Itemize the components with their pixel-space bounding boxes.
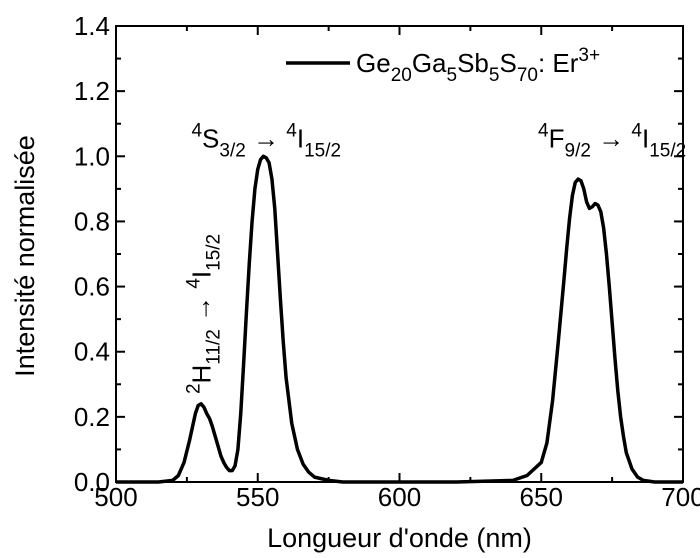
annotation-text: 2H11/2 → 4I15/2 xyxy=(184,234,225,394)
x-axis-title: Longueur d'onde (nm) xyxy=(267,523,532,553)
annotation-s32: 4S3/2 → 4I15/2 xyxy=(191,121,341,162)
y-axis: 0.0 0.2 0.4 0.6 0.8 1.0 1.2 1.4 xyxy=(74,11,683,497)
plot-area xyxy=(115,25,684,484)
y-tick-label: 1.4 xyxy=(74,11,110,41)
x-tick-label: 550 xyxy=(236,482,279,512)
y-axis-title: Intensité normalisée xyxy=(10,135,40,377)
annotation-f92: 4F9/2 → 4I15/2 xyxy=(538,121,686,162)
y-tick-label: 0.2 xyxy=(74,402,110,432)
plot-frame xyxy=(115,25,684,483)
y-tick-label: 0.4 xyxy=(74,337,110,367)
legend-label: Ge20Ga5Sb5S70: Er3+ xyxy=(356,45,600,86)
annotation-h112: 2H11/2 → 4I15/2 xyxy=(184,234,225,394)
x-tick-label: 500 xyxy=(94,482,137,512)
x-axis: 500 550 600 650 700 xyxy=(94,26,700,512)
x-tick-label: 600 xyxy=(378,482,421,512)
y-tick-label: 0.8 xyxy=(74,206,110,236)
y-tick-label: 0.6 xyxy=(74,272,110,302)
legend: Ge20Ga5Sb5S70: Er3+ xyxy=(286,45,600,86)
annotations: 4S3/2 → 4I15/2 4F9/2 → 4I15/2 2H11/2 → 4I1… xyxy=(184,121,686,394)
y-tick-label: 1.2 xyxy=(74,76,110,106)
y-tick-label: 1.0 xyxy=(74,141,110,171)
y-tick-label: 0.0 xyxy=(74,467,110,497)
series-line xyxy=(116,154,683,484)
x-tick-label: 650 xyxy=(520,482,563,512)
x-tick-label: 700 xyxy=(661,482,700,512)
